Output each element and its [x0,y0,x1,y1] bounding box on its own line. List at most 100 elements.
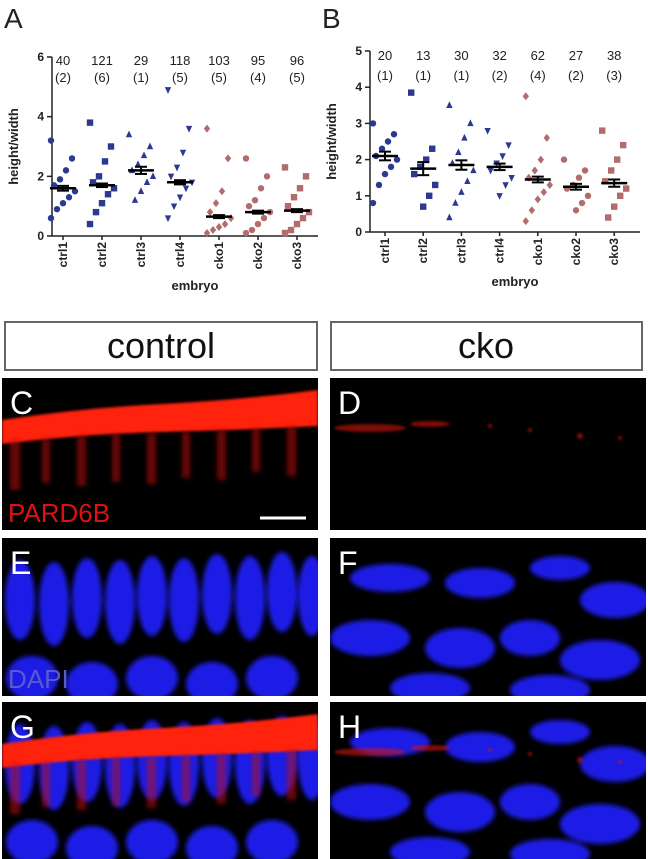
x-tick-label: ctrl1 [378,238,392,264]
data-point [284,202,292,210]
y-tick-label: 0 [355,225,362,239]
data-point [101,158,109,165]
header-box [330,321,643,371]
data-point [537,155,544,164]
data-point [369,120,377,127]
data-point [62,167,70,174]
data-point [149,172,157,180]
data-point [528,206,535,215]
data-point [423,156,430,163]
data-point [227,214,235,223]
image-panel: D [330,378,646,530]
panel-letter: C [10,385,33,421]
data-point [182,185,190,193]
data-point [251,197,259,204]
y-tick-label: 2 [355,153,362,167]
data-point [464,177,471,185]
embryo-label: (6) [94,70,110,85]
y-tick-label: 4 [355,80,362,94]
count-label: 121 [91,53,113,68]
x-tick-label: cko3 [290,242,304,270]
x-tick-label: ctrl3 [134,242,148,268]
data-point [95,173,103,180]
y-tick-label: 3 [355,116,362,130]
x-axis-label: embryo [492,274,539,289]
data-point [461,133,468,141]
data-point [446,213,453,221]
data-point [390,131,398,138]
data-point [302,173,310,180]
x-tick-label: cko2 [251,242,265,270]
panel-letter: D [338,385,361,421]
data-point [203,124,211,133]
data-point [242,155,250,162]
embryo-label: (5) [211,70,227,85]
x-tick-label: ctrl3 [454,238,468,264]
data-point [620,141,627,149]
embryo-label: (5) [172,70,188,85]
y-tick-label: 1 [355,189,362,203]
data-point [496,193,503,200]
x-tick-label: ctrl1 [56,242,70,268]
y-tick-label: 0 [37,229,44,243]
y-tick-label: 6 [37,50,44,64]
data-point [59,199,67,207]
x-tick-label: ctrl2 [416,238,430,264]
data-point [164,215,172,223]
x-tick-label: ctrl4 [493,238,507,264]
count-label: 95 [251,53,265,68]
data-point [420,203,427,210]
data-point [375,181,383,189]
count-label: 27 [569,48,583,63]
data-point [393,156,401,163]
data-point [452,199,459,206]
data-point [71,188,79,195]
panel-letter: G [10,709,35,745]
data-point [508,175,515,182]
data-point [381,170,389,178]
data-point [543,133,550,142]
data-point [125,130,133,138]
data-point [50,182,58,189]
panel-letter: F [338,545,358,581]
embryo-label: (2) [492,68,508,83]
data-point [254,220,262,228]
data-point [384,138,392,145]
x-tick-label: cko2 [569,238,583,266]
y-tick-label: 4 [37,110,44,124]
x-tick-label: ctrl4 [173,242,187,268]
data-point [209,226,217,235]
count-label: 38 [607,48,621,63]
y-axis-label: height/width [324,103,339,180]
data-point [522,217,529,226]
data-point [408,89,415,96]
data-point [134,160,142,168]
count-label: 13 [416,48,430,63]
data-point [578,199,586,207]
data-point [92,208,100,216]
panel-letter: H [338,709,361,745]
data-point [140,151,148,159]
data-point [487,167,494,175]
data-point [242,229,250,237]
data-point [86,119,94,126]
header: cko [458,325,514,366]
data-point [599,127,606,134]
data-point [281,229,289,237]
embryo-label: (1) [453,68,469,83]
data-point [218,187,226,196]
data-point [455,148,462,156]
data-point [432,181,439,189]
data-point [458,188,465,195]
data-point [305,208,313,216]
panel-label: B [322,3,341,34]
data-point [470,166,477,174]
data-point [531,166,538,175]
data-point [426,192,433,199]
data-point [179,149,187,157]
count-label: 96 [290,53,304,68]
data-point [296,185,304,192]
x-axis-label: embryo [172,278,219,293]
x-tick-label: ctrl2 [95,242,109,268]
data-point [47,137,55,144]
